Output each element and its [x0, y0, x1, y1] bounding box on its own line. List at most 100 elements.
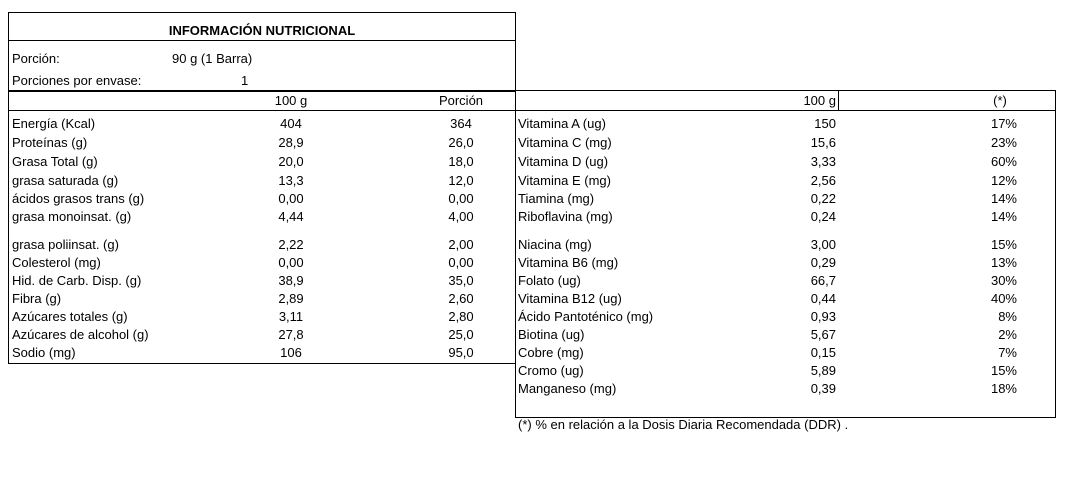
vitamin-name: Folato (ug)	[518, 273, 581, 288]
nutrient-name: Azúcares de alcohol (g)	[12, 327, 149, 342]
value-100g: 0,00	[278, 255, 304, 270]
nutrient-name: grasa monoinsat. (g)	[12, 209, 132, 224]
vitamin-name: Cobre (mg)	[518, 345, 584, 360]
value-100g: 0,00	[278, 191, 304, 206]
value-100g: 2,56	[810, 173, 836, 188]
vitamin-name: Vitamina A (ug)	[518, 116, 606, 131]
vitamin-name: Tiamina (mg)	[518, 191, 595, 206]
vitamin-name: Niacina (mg)	[518, 237, 592, 252]
title: INFORMACIÓN NUTRICIONAL	[168, 23, 356, 38]
rule	[8, 40, 516, 41]
value-100g: 5,89	[810, 363, 836, 378]
value-100g: 0,24	[810, 209, 836, 224]
footnote: (*) % en relación a la Dosis Diaria Reco…	[518, 417, 849, 432]
daily-percent: 15%	[990, 237, 1017, 252]
value-portion: 2,80	[448, 309, 474, 324]
value-100g: 0,39	[810, 381, 836, 396]
daily-percent: 60%	[990, 154, 1017, 169]
serving-value: 90 g (1 Barra)	[172, 51, 253, 66]
daily-percent: 14%	[990, 209, 1017, 224]
daily-percent: 2%	[998, 327, 1017, 342]
vitamin-name: Biotina (ug)	[518, 327, 585, 342]
value-portion: 4,00	[448, 209, 474, 224]
value-portion: 2,00	[448, 237, 474, 252]
daily-percent: 40%	[990, 291, 1017, 306]
value-portion: 95,0	[448, 345, 474, 360]
value-100g: 404	[280, 116, 302, 131]
value-100g: 0,15	[810, 345, 836, 360]
value-100g: 20,0	[278, 154, 304, 169]
daily-percent: 7%	[998, 345, 1017, 360]
serving-label: Porción:	[12, 51, 60, 66]
daily-percent: 8%	[998, 309, 1017, 324]
nutrient-name: grasa poliinsat. (g)	[12, 237, 119, 252]
right-box	[515, 90, 1056, 418]
value-100g: 3,33	[810, 154, 836, 169]
column-header: 100 g	[803, 93, 836, 108]
value-portion: 364	[450, 116, 472, 131]
value-portion: 26,0	[448, 135, 474, 150]
value-100g: 4,44	[278, 209, 304, 224]
value-100g: 27,8	[278, 327, 304, 342]
value-portion: 12,0	[448, 173, 474, 188]
daily-percent: 13%	[990, 255, 1017, 270]
daily-percent: 18%	[990, 381, 1017, 396]
nutrient-name: Sodio (mg)	[12, 345, 76, 360]
value-portion: 35,0	[448, 273, 474, 288]
nutrient-name: Grasa Total (g)	[12, 154, 98, 169]
rule	[8, 110, 516, 111]
daily-percent: 17%	[990, 116, 1017, 131]
value-100g: 66,7	[810, 273, 836, 288]
daily-percent: 14%	[990, 191, 1017, 206]
value-100g: 3,11	[278, 309, 304, 324]
nutrient-name: ácidos grasos trans (g)	[12, 191, 145, 206]
value-portion: 18,0	[448, 154, 474, 169]
vitamin-name: Riboflavina (mg)	[518, 209, 613, 224]
value-100g: 0,22	[810, 191, 836, 206]
daily-percent: 30%	[990, 273, 1017, 288]
value-portion: 0,00	[448, 255, 474, 270]
vitamin-name: Vitamina B6 (mg)	[518, 255, 619, 270]
value-100g: 38,9	[278, 273, 304, 288]
daily-percent: 23%	[990, 135, 1017, 150]
nutrient-name: Azúcares totales (g)	[12, 309, 128, 324]
column-header: (*)	[993, 93, 1007, 108]
value-100g: 28,9	[278, 135, 304, 150]
value-100g: 0,44	[810, 291, 836, 306]
daily-percent: 15%	[990, 363, 1017, 378]
vitamin-name: Vitamina B12 (ug)	[518, 291, 622, 306]
rule	[838, 90, 839, 110]
vitamin-name: Manganeso (mg)	[518, 381, 617, 396]
vitamin-name: Cromo (ug)	[518, 363, 584, 378]
column-header: Porción	[438, 93, 484, 108]
servings-label: Porciones por envase:	[12, 73, 142, 88]
value-portion: 25,0	[448, 327, 474, 342]
column-header: 100 g	[274, 93, 308, 108]
value-100g: 150	[814, 116, 836, 131]
value-100g: 15,6	[810, 135, 836, 150]
rule	[8, 90, 516, 92]
value-portion: 2,60	[448, 291, 474, 306]
value-100g: 2,89	[278, 291, 304, 306]
value-100g: 3,00	[810, 237, 836, 252]
daily-percent: 12%	[990, 173, 1017, 188]
nutrient-name: Proteínas (g)	[12, 135, 88, 150]
value-100g: 106	[280, 345, 302, 360]
nutrient-name: Energía (Kcal)	[12, 116, 96, 131]
value-portion: 0,00	[448, 191, 474, 206]
nutrient-name: Fibra (g)	[12, 291, 62, 306]
nutrient-name: Hid. de Carb. Disp. (g)	[12, 273, 142, 288]
vitamin-name: Vitamina C (mg)	[518, 135, 612, 150]
value-100g: 2,22	[278, 237, 304, 252]
nutrient-name: grasa saturada (g)	[12, 173, 119, 188]
value-100g: 0,93	[810, 309, 836, 324]
value-100g: 0,29	[810, 255, 836, 270]
value-100g: 13,3	[278, 173, 304, 188]
vitamin-name: Vitamina E (mg)	[518, 173, 611, 188]
vitamin-name: Ácido Pantoténico (mg)	[518, 309, 654, 324]
value-100g: 5,67	[810, 327, 836, 342]
nutrient-name: Colesterol (mg)	[12, 255, 101, 270]
rule	[515, 110, 1056, 111]
vitamin-name: Vitamina D (ug)	[518, 154, 609, 169]
